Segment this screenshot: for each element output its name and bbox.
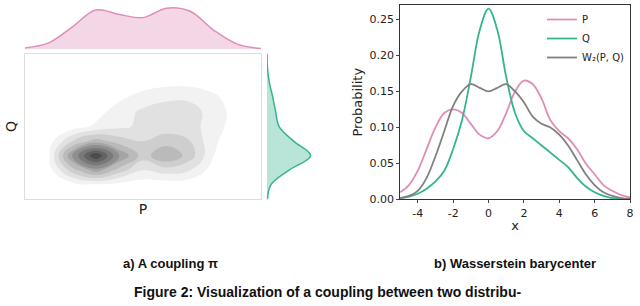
svg-text:Q: Q [582, 33, 590, 44]
svg-text:0.25: 0.25 [369, 13, 394, 26]
svg-text:-2: -2 [448, 207, 459, 220]
svg-text:0.05: 0.05 [369, 157, 394, 170]
svg-text:W₂(P, Q): W₂(P, Q) [582, 52, 624, 63]
svg-text:0.10: 0.10 [369, 121, 394, 134]
svg-text:Probability: Probability [350, 68, 365, 137]
svg-text:0.15: 0.15 [369, 85, 394, 98]
svg-text:2: 2 [520, 207, 527, 220]
svg-text:P: P [139, 201, 147, 217]
svg-text:4: 4 [556, 207, 563, 220]
svg-text:0: 0 [485, 207, 492, 220]
svg-text:0.00: 0.00 [369, 193, 394, 206]
svg-text:Figure 2: Visualization of a c: Figure 2: Visualization of a coupling be… [134, 284, 521, 300]
svg-text:Q: Q [3, 121, 19, 132]
svg-text:6: 6 [591, 207, 598, 220]
svg-text:-4: -4 [412, 207, 423, 220]
svg-text:P: P [582, 14, 588, 25]
svg-text:x: x [511, 218, 519, 233]
svg-text:b) Wasserstein barycenter: b) Wasserstein barycenter [434, 256, 596, 271]
svg-text:0.20: 0.20 [369, 49, 394, 62]
svg-text:8: 8 [627, 207, 634, 220]
svg-text:a) A coupling π: a) A coupling π [123, 256, 218, 271]
